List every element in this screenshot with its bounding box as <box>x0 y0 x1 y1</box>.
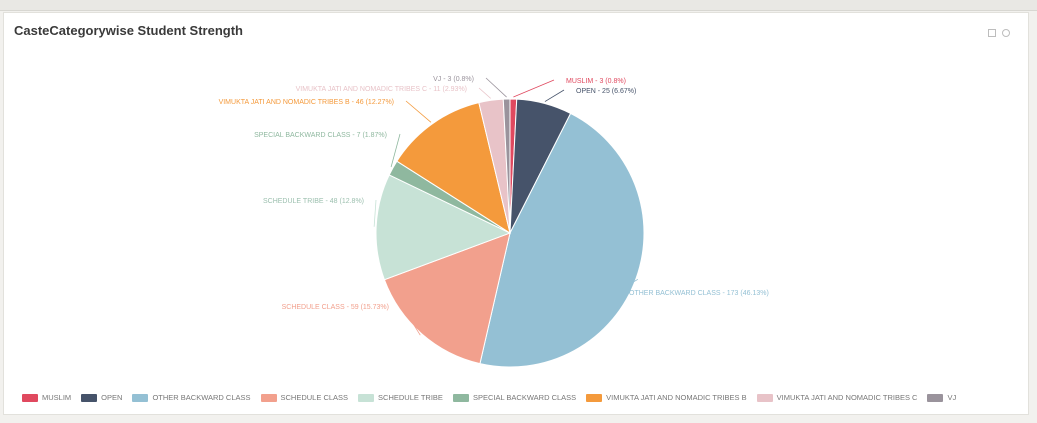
legend-label: VIMUKTA JATI AND NOMADIC TRIBES B <box>606 393 747 402</box>
slice-data-label: OPEN - 25 (6.67%) <box>576 88 636 95</box>
slice-data-label: VIMUKTA JATI AND NOMADIC TRIBES B - 46 (… <box>219 99 394 106</box>
label-leader-line <box>405 100 432 123</box>
slice-data-label: VIMUKTA JATI AND NOMADIC TRIBES C - 11 (… <box>296 86 467 93</box>
legend-label: MUSLIM <box>42 393 72 402</box>
legend-swatch <box>358 394 375 402</box>
top-strip <box>0 0 1037 11</box>
slice-data-label: SCHEDULE CLASS - 59 (15.73%) <box>282 304 389 311</box>
legend-swatch <box>22 394 38 402</box>
legend-label: OPEN <box>101 393 123 402</box>
label-leader-line <box>390 133 401 168</box>
pie-slice-other-backward-class[interactable] <box>479 112 645 368</box>
expand-icon[interactable] <box>988 29 996 37</box>
legend-item[interactable]: OTHER BACKWARD CLASS <box>132 391 251 405</box>
legend-item[interactable]: VIMUKTA JATI AND NOMADIC TRIBES C <box>756 391 918 405</box>
label-leader-line <box>513 79 555 98</box>
slice-data-label: SCHEDULE TRIBE - 48 (12.8%) <box>263 198 364 205</box>
pie-slice-schedule-tribe[interactable] <box>375 174 512 281</box>
legend-label: OTHER BACKWARD CLASS <box>152 393 251 402</box>
slice-data-label: MUSLIM - 3 (0.8%) <box>566 78 626 85</box>
chart-card: CasteCategorywise Student Strength MUSLI… <box>3 12 1029 415</box>
pie-slice-schedule-class[interactable] <box>383 232 511 365</box>
legend-item[interactable]: SCHEDULE TRIBE <box>358 391 443 405</box>
legend-swatch <box>756 394 773 402</box>
legend-item[interactable]: MUSLIM <box>22 391 71 405</box>
slice-data-label: OTHER BACKWARD CLASS - 173 (46.13%) <box>629 290 769 297</box>
legend-label: VIMUKTA JATI AND NOMADIC TRIBES C <box>776 393 918 402</box>
legend-item[interactable]: OPEN <box>81 391 122 405</box>
slice-data-label: VJ - 3 (0.8%) <box>433 76 474 83</box>
label-leader-line <box>485 77 507 98</box>
legend-item[interactable]: SPECIAL BACKWARD CLASS <box>452 391 577 405</box>
legend-swatch <box>586 394 603 402</box>
legend-swatch <box>927 394 944 402</box>
settings-icon[interactable] <box>1002 29 1010 37</box>
label-leader-line <box>373 199 377 227</box>
legend-item[interactable]: VJ <box>927 391 956 405</box>
slice-data-label: SPECIAL BACKWARD CLASS - 7 (1.87%) <box>254 132 387 139</box>
legend-item[interactable]: VIMUKTA JATI AND NOMADIC TRIBES B <box>586 391 747 405</box>
chart-legend: MUSLIM OPEN OTHER BACKWARD CLASS SCHEDULE C… <box>22 391 1022 407</box>
legend-swatch <box>132 394 149 402</box>
pie-slice-vj[interactable] <box>502 98 511 234</box>
label-leader-line <box>401 305 421 336</box>
legend-swatch <box>452 394 469 402</box>
legend-label: VJ <box>947 393 957 402</box>
chart-title: CasteCategorywise Student Strength <box>14 23 243 38</box>
label-leader-line <box>615 278 639 293</box>
pie-slice-vimukta-jati-and-nomadic-tribes-b[interactable] <box>396 102 511 235</box>
card-tools <box>988 29 1010 37</box>
legend-label: SCHEDULE TRIBE <box>378 393 443 402</box>
legend-swatch <box>81 394 98 402</box>
legend-swatch <box>260 394 277 402</box>
legend-label: SCHEDULE CLASS <box>280 393 349 402</box>
legend-label: SPECIAL BACKWARD CLASS <box>472 393 577 402</box>
label-leader-line <box>544 89 565 102</box>
legend-item[interactable]: SCHEDULE CLASS <box>260 391 349 405</box>
pie-chart: MUSLIM - 3 (0.8%) OPEN - 25 (6.67%) OTHER … <box>219 76 769 368</box>
label-leader-line <box>478 87 491 99</box>
